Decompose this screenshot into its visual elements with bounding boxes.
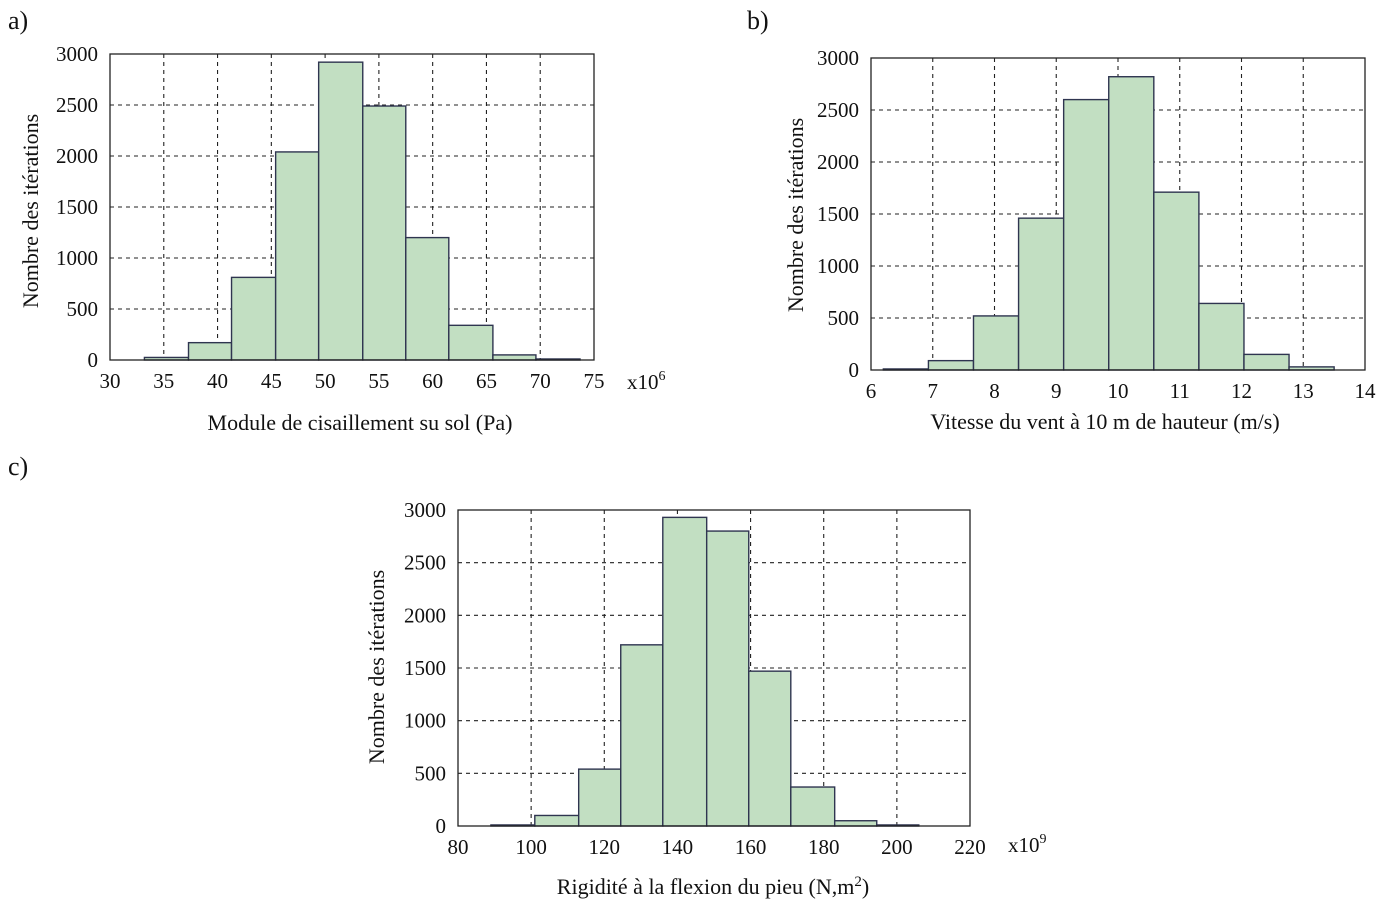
x-axis-title: Rigidité à la flexion du pieu (N,m2): [557, 874, 869, 899]
histogram-bar: [790, 786, 836, 827]
x-tick-label: 35: [153, 369, 174, 393]
x-axis-title: Module de cisaillement su sol (Pa): [208, 410, 513, 435]
x-tick-label: 11: [1170, 379, 1190, 403]
x-tick-label: 13: [1293, 379, 1314, 403]
x-tick-label: 65: [476, 369, 497, 393]
x-tick-label: 8: [989, 379, 1000, 403]
plot-frame: [870, 57, 1366, 371]
plot-frame: [109, 53, 595, 361]
histogram-bar: [317, 61, 364, 361]
histogram-bar: [405, 236, 450, 361]
x-tick-label: 120: [589, 835, 621, 859]
histogram-bars: [882, 76, 1335, 371]
x-tick-label: 7: [928, 379, 939, 403]
x-tick-label: 10: [1108, 379, 1129, 403]
y-axis-title: Nombre des itérations: [364, 570, 389, 764]
y-tick-label: 1000: [56, 246, 98, 270]
histogram-bar: [577, 768, 622, 827]
histogram-bar: [1062, 98, 1110, 371]
y-tick-label: 1500: [817, 202, 859, 226]
x-tick-label: 80: [448, 835, 469, 859]
histogram-bar: [274, 151, 320, 361]
histogram-bar: [230, 276, 277, 361]
x-tick-label: 100: [515, 835, 547, 859]
histogram-bar: [748, 670, 792, 827]
histogram-bar: [1017, 217, 1065, 371]
x-tick-label: 9: [1051, 379, 1062, 403]
y-tick-label: 2000: [817, 150, 859, 174]
y-tick-label: 0: [849, 358, 860, 382]
histogram-bar: [705, 530, 750, 827]
histogram-bar: [492, 354, 537, 361]
y-tick-labels: 0 500 1000 1500 2000 2500 3000: [404, 498, 446, 838]
histogram-panel-a: a) 0 500 1000 1500 2000 2500 3000 30 35 40 45 50 55…: [8, 6, 666, 435]
panel-label-a: a): [8, 6, 28, 35]
x-tick-label: 220: [954, 835, 986, 859]
histogram-bars: [143, 61, 581, 361]
y-tick-label: 2500: [56, 93, 98, 117]
plot-frame: [457, 509, 971, 827]
panel-label-c: c): [8, 452, 28, 481]
x-tick-labels: 30 35 40 45 50 55 60 65 70 75: [100, 369, 605, 393]
histogram-bar: [362, 105, 407, 361]
y-tick-label: 0: [436, 814, 447, 838]
histogram-bar: [1153, 191, 1200, 371]
y-tick-label: 1500: [404, 656, 446, 680]
y-tick-label: 2000: [404, 603, 446, 627]
y-tick-label: 3000: [56, 42, 98, 66]
histogram-bar: [620, 644, 664, 827]
x-tick-label: 180: [808, 835, 840, 859]
histogram-bar: [187, 341, 233, 361]
histogram-bar: [534, 814, 580, 827]
x-tick-label: 60: [422, 369, 443, 393]
histogram-bar: [1243, 353, 1290, 371]
y-tick-label: 500: [67, 297, 99, 321]
x-tick-label: 70: [530, 369, 551, 393]
histogram-panel-c: c) 0 500 1000 1500 2000 2500 3000 80 100 120 140 1…: [8, 452, 1047, 899]
x-tick-label: 55: [368, 369, 389, 393]
y-tick-label: 500: [828, 306, 860, 330]
x-tick-label: 140: [662, 835, 694, 859]
histogram-bar: [833, 820, 878, 827]
histogram-bar: [927, 359, 975, 371]
histogram-bar: [1108, 76, 1155, 371]
x-tick-label: 30: [100, 369, 121, 393]
y-tick-label: 500: [415, 761, 447, 785]
y-axis-title: Nombre des itérations: [783, 118, 808, 312]
histogram-bars: [490, 516, 920, 827]
y-axis-title: Nombre des itérations: [18, 114, 43, 308]
x-multiplier: x109: [1008, 832, 1047, 857]
x-tick-label: 50: [315, 369, 336, 393]
y-tick-label: 2500: [404, 551, 446, 575]
histogram-bar: [662, 516, 708, 827]
histogram-panel-b: b) 0 500 1000 1500 2000 2500 3000 6 7 8 9 10 11 12 13…: [747, 6, 1376, 434]
x-tick-label: 160: [735, 835, 767, 859]
y-tick-labels: 0 500 1000 1500 2000 2500 3000: [817, 46, 859, 382]
y-tick-label: 3000: [817, 46, 859, 70]
y-tick-label: 1500: [56, 195, 98, 219]
x-tick-labels: 6 7 8 9 10 11 12 13 14: [866, 379, 1376, 403]
x-tick-label: 200: [881, 835, 913, 859]
x-tick-label: 14: [1355, 379, 1377, 403]
x-axis-title: Vitesse du vent à 10 m de hauteur (m/s): [930, 409, 1279, 434]
y-tick-labels: 0 500 1000 1500 2000 2500 3000: [56, 42, 98, 372]
x-tick-label: 12: [1231, 379, 1252, 403]
x-tick-label: 40: [207, 369, 228, 393]
y-tick-label: 1000: [817, 254, 859, 278]
histogram-bar: [972, 315, 1020, 371]
y-tick-label: 3000: [404, 498, 446, 522]
y-tick-label: 1000: [404, 709, 446, 733]
histogram-bar: [448, 324, 494, 361]
panel-label-b: b): [747, 6, 769, 35]
x-tick-labels: 80 100 120 140 160 180 200 220: [448, 835, 986, 859]
x-tick-label: 6: [866, 379, 877, 403]
x-multiplier: x106: [627, 369, 666, 394]
histogram-bar: [1198, 302, 1245, 371]
y-tick-label: 0: [88, 348, 99, 372]
y-tick-label: 2500: [817, 98, 859, 122]
x-tick-label: 45: [261, 369, 282, 393]
y-tick-label: 2000: [56, 144, 98, 168]
x-tick-label: 75: [584, 369, 605, 393]
